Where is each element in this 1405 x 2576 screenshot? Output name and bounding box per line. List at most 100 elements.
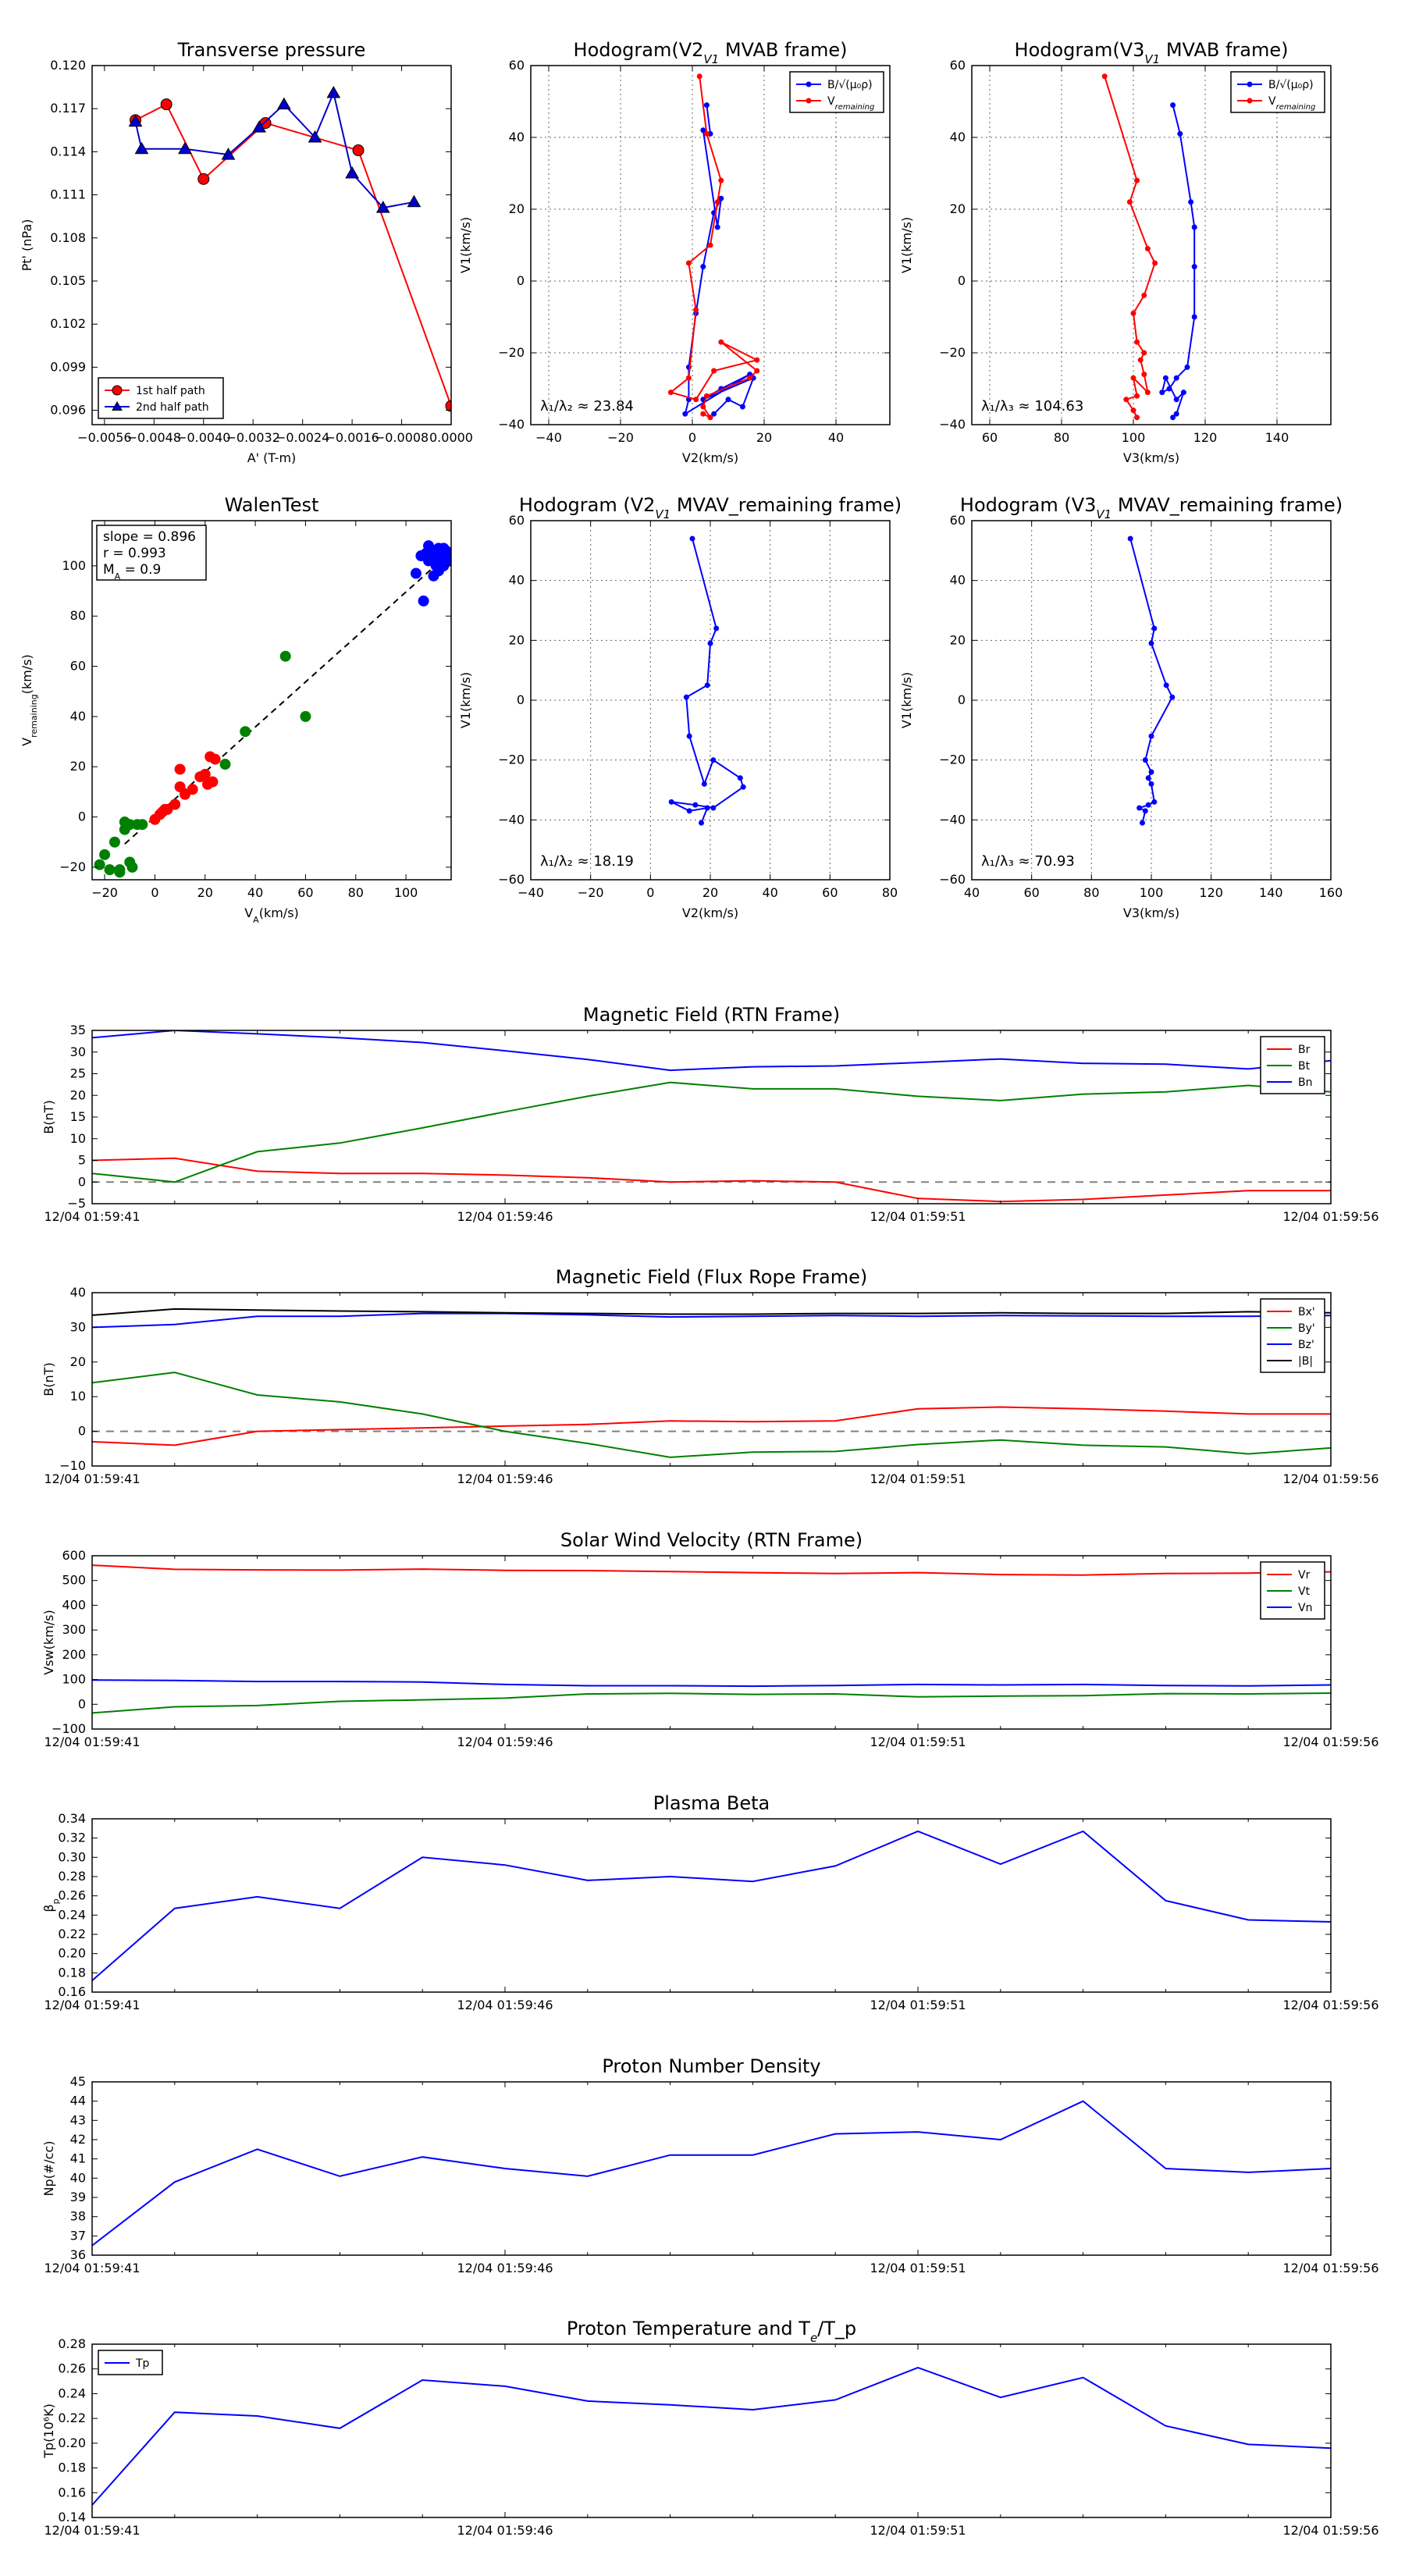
data-point — [440, 545, 451, 557]
data-point — [754, 368, 760, 374]
data-point — [1191, 314, 1197, 320]
plot-area — [92, 1564, 1331, 1714]
data-point — [711, 411, 717, 417]
x-tick-label: 12/04 01:59:41 — [44, 2261, 140, 2275]
x-tick-label: 80 — [882, 885, 898, 900]
y-tick-label: 45 — [70, 2074, 86, 2089]
data-point — [180, 788, 191, 800]
legend-label: B/√(μ₀ρ) — [1268, 79, 1314, 91]
plot-frame — [91, 1555, 1332, 1730]
x-tick-label: 12/04 01:59:41 — [44, 1735, 140, 1749]
legend: Tp — [98, 2350, 163, 2375]
x-axis-label: V3(km/s) — [1123, 906, 1179, 920]
chart-title: Hodogram(V3V1 MVAB frame) — [1015, 39, 1289, 66]
x-tick-label: 12/04 01:59:56 — [1282, 2261, 1378, 2275]
data-point — [718, 177, 724, 183]
y-tick-label: 0.32 — [58, 1831, 86, 1845]
eigen-ratio-annotation: λ₁/λ₃ ≈ 70.93 — [981, 853, 1075, 870]
y-tick-label: 0 — [958, 273, 966, 288]
y-tick-label: −20 — [939, 753, 966, 767]
data-point — [160, 98, 173, 111]
x-tick-label: 40 — [828, 430, 844, 445]
plot-frame — [971, 65, 1332, 425]
data-point — [1141, 292, 1147, 298]
data-point — [667, 390, 674, 396]
data-point — [1126, 199, 1133, 205]
x-tick-label: 12/04 01:59:51 — [870, 2523, 966, 2538]
data-point — [700, 411, 706, 417]
legend: B/√(μ₀ρ)Vremaining — [789, 71, 884, 113]
x-tick-label: 40 — [247, 885, 263, 900]
data-point — [1173, 411, 1179, 417]
legend-label: Vr — [1298, 1569, 1311, 1582]
chart-title: Hodogram(V2V1 MVAB frame) — [574, 39, 848, 66]
data-point — [1142, 757, 1148, 763]
y-tick-label: −20 — [498, 753, 525, 767]
y-tick-label: 0.108 — [50, 230, 86, 245]
series-line-vremaining — [669, 76, 759, 420]
y-tick-label: 20 — [950, 201, 966, 216]
data-point — [1134, 339, 1140, 345]
series-line-vt — [92, 1692, 1331, 1714]
series-line-b — [1161, 105, 1196, 418]
y-tick-label: 30 — [70, 1319, 86, 1334]
x-tick-label: 140 — [1259, 885, 1283, 900]
x-tick-label: 0.0000 — [429, 430, 473, 445]
data-point — [1169, 694, 1176, 700]
y-tick-label: 0.18 — [58, 1965, 86, 1980]
data-point — [1137, 357, 1144, 363]
data-point — [739, 404, 745, 410]
data-point — [754, 357, 760, 363]
x-axis-label: V3(km/s) — [1123, 450, 1179, 465]
x-tick-label: 80 — [1083, 885, 1099, 900]
y-tick-label: 15 — [70, 1109, 86, 1124]
y-tick-label: 0.105 — [50, 273, 86, 288]
series-line-vr — [92, 1564, 1331, 1576]
x-tick-label: 100 — [1140, 885, 1164, 900]
x-tick-label: 12/04 01:59:56 — [1282, 1735, 1378, 1749]
data-point — [1145, 775, 1151, 781]
x-axis-label: A' (T-m) — [247, 450, 297, 465]
data-point — [443, 555, 451, 567]
x-tick-label: 160 — [1319, 885, 1343, 900]
x-tick-label: 0 — [151, 885, 158, 900]
y-tick-label: 60 — [950, 58, 966, 73]
y-tick-label: 35 — [70, 1023, 86, 1037]
y-tick-label: −20 — [939, 345, 966, 360]
y-tick-label: 600 — [62, 1548, 86, 1563]
y-tick-label: −40 — [498, 417, 525, 432]
data-point — [1144, 246, 1151, 252]
x-tick-label: 12/04 01:59:46 — [457, 1735, 553, 1749]
data-point — [352, 144, 365, 157]
data-point — [199, 768, 211, 780]
data-point — [108, 836, 120, 848]
y-tick-label: 0.20 — [58, 1946, 86, 1961]
data-point — [1184, 364, 1190, 370]
data-point — [112, 400, 123, 411]
legend-label: Tp — [135, 2357, 150, 2370]
chart-sw-velocity: Solar Wind Velocity (RTN Frame) 12/04 01:… — [41, 1529, 1379, 1749]
x-tick-label: 12/04 01:59:46 — [457, 1471, 553, 1486]
y-tick-label: 0.120 — [50, 58, 86, 73]
stats-line: slope = 0.896 — [103, 529, 196, 545]
legend-label: Bz' — [1298, 1339, 1314, 1351]
eigen-ratio-annotation: λ₁/λ₂ ≈ 18.19 — [540, 853, 634, 870]
data-point — [685, 375, 692, 381]
legend: Vr Vt Vn — [1260, 1561, 1325, 1620]
x-axis-label: V2(km/s) — [682, 906, 738, 920]
y-tick-label: 40 — [70, 2170, 86, 2185]
plot-area — [92, 2367, 1331, 2506]
x-tick-label: 20 — [197, 885, 213, 900]
y-tick-label: 38 — [70, 2209, 86, 2224]
legend-label: 1st half path — [136, 385, 205, 397]
series-line-bt — [92, 1081, 1331, 1183]
data-point — [277, 97, 291, 110]
chart-title: Solar Wind Velocity (RTN Frame) — [560, 1529, 863, 1551]
y-tick-label: 0 — [78, 1424, 86, 1439]
y-axis-label: V1(km/s) — [458, 217, 473, 273]
data-point — [1163, 682, 1169, 688]
y-tick-label: 40 — [509, 573, 525, 588]
data-point — [1136, 805, 1143, 811]
data-point — [1173, 397, 1179, 403]
series-line-0 — [92, 1830, 1331, 1981]
